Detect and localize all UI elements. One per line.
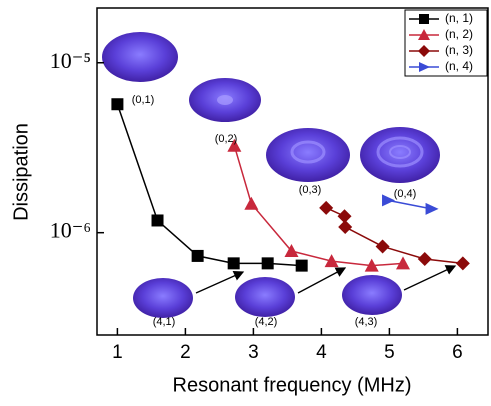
marker [382,194,396,207]
x-tick-label: 2 [180,342,191,363]
marker [419,14,429,24]
x-tick-label: 1 [112,342,123,363]
legend-label: (n, 2) [445,27,473,41]
marker [324,254,339,268]
legend-box [404,9,488,77]
marker [364,258,379,272]
marker [227,257,240,270]
marker [319,200,334,215]
x-tick-label: 5 [384,342,395,363]
y-tick-label: 10⁻⁶ [50,218,91,243]
marker [295,259,308,272]
legend-label: (n, 3) [445,43,473,57]
marker [396,256,410,270]
marker [418,29,430,40]
marker [417,252,432,267]
y-axis-label: Dissipation [10,123,32,221]
marker [244,196,259,210]
marker [111,98,124,111]
marker [375,239,390,254]
marker [455,256,470,271]
annotation: (0,3) [299,184,322,196]
plot-frame [96,7,489,336]
mode-shapes [102,32,457,318]
marker [337,209,352,224]
series-line [116,103,302,267]
annotation: (0,1) [132,94,155,106]
series-line [233,145,404,267]
series-line [387,199,432,210]
marker [338,220,353,235]
annotation: (4,2) [255,316,278,328]
marker [227,138,242,152]
x-tick-label: 3 [248,342,259,363]
marker [419,62,430,72]
marker [284,244,299,258]
annotation: (4,3) [355,316,378,328]
x-tick-label: 6 [452,342,463,363]
x-axis-label: Resonant frequency (MHz) [173,374,412,396]
x-tick-label: 4 [316,342,327,363]
y-tick-label: 10⁻⁵ [50,48,91,73]
legend-label: (n, 4) [445,59,473,73]
marker [425,202,439,215]
marker [261,257,274,270]
annotation: (0,2) [215,133,238,145]
marker [418,45,430,57]
marker [191,249,204,262]
annotation: (0,4) [394,188,417,200]
marker [151,214,164,227]
legend-label: (n, 1) [445,11,473,25]
annotation: (4,1) [153,316,176,328]
